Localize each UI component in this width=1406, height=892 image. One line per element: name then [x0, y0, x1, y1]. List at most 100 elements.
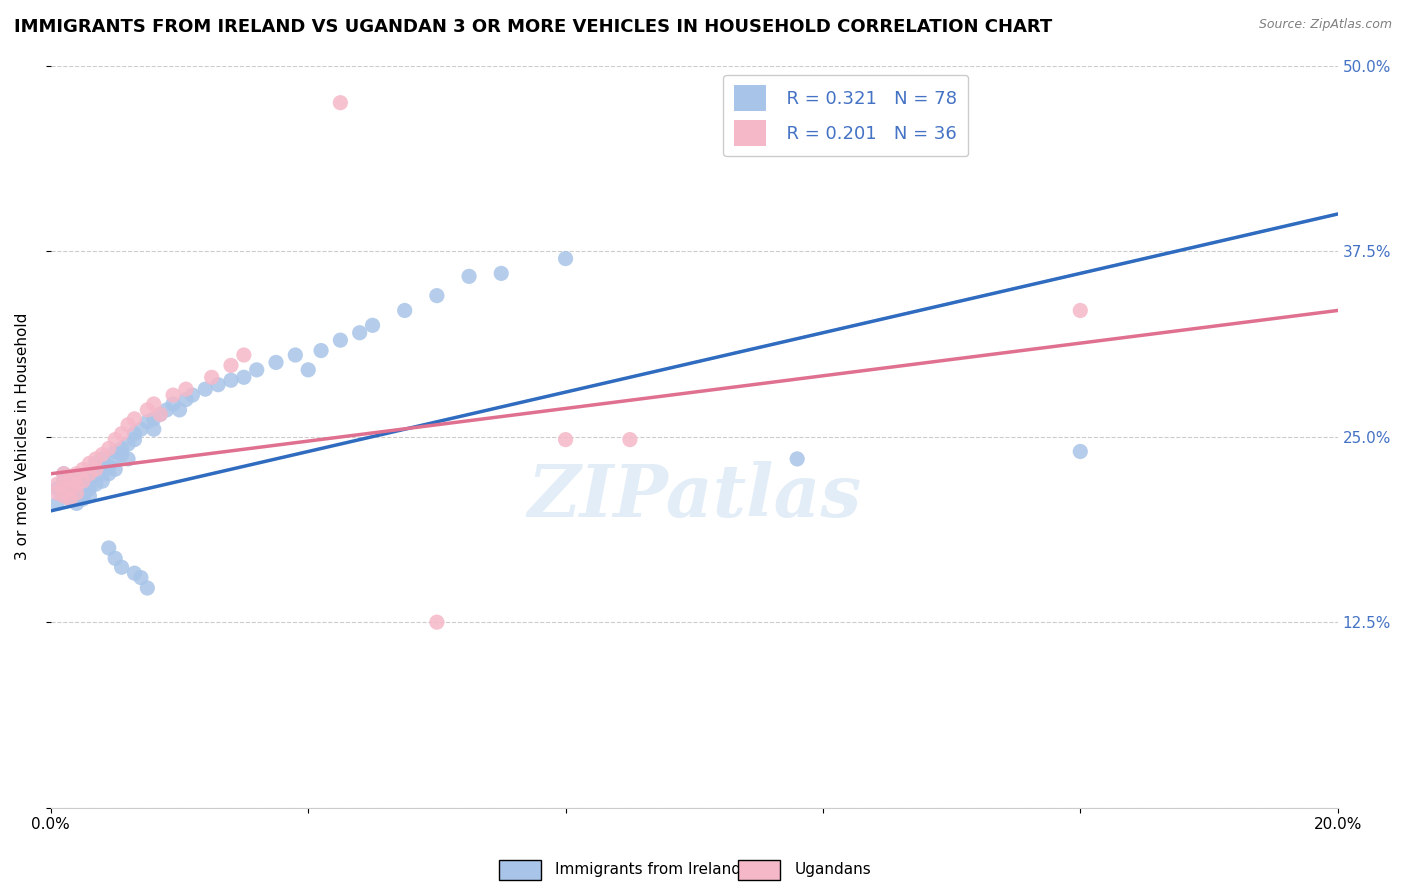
Point: [104, 451, 127, 466]
Point: [65, 477, 87, 491]
Text: Immigrants from Ireland: Immigrants from Ireland: [555, 863, 741, 877]
Point: [79, 467, 101, 481]
Point: [59, 489, 82, 503]
Point: [104, 444, 127, 458]
Point: [84, 462, 107, 476]
Point: [142, 422, 165, 436]
Point: [394, 303, 416, 318]
Point: [361, 318, 384, 333]
Point: [162, 397, 184, 411]
Point: [52, 489, 75, 503]
Point: [136, 403, 159, 417]
Point: [110, 560, 132, 574]
Point: [309, 343, 332, 358]
Point: [169, 403, 191, 417]
Point: [426, 615, 449, 629]
Point: [52, 477, 75, 491]
Point: [59, 482, 82, 496]
Point: [117, 437, 139, 451]
Point: [59, 482, 82, 496]
Point: [207, 377, 229, 392]
Point: [72, 462, 94, 476]
Point: [59, 491, 82, 506]
Point: [136, 415, 159, 429]
Point: [181, 388, 204, 402]
Point: [91, 467, 114, 481]
Point: [65, 482, 87, 496]
Point: [59, 471, 82, 485]
Point: [174, 392, 197, 407]
Point: [84, 462, 107, 476]
Point: [246, 363, 269, 377]
Point: [59, 477, 82, 491]
Point: [59, 471, 82, 485]
Point: [91, 451, 114, 466]
Point: [52, 474, 75, 488]
Point: [1069, 303, 1091, 318]
Point: [84, 451, 107, 466]
Point: [91, 459, 114, 474]
Point: [59, 491, 82, 506]
Point: [219, 359, 242, 373]
Point: [156, 403, 179, 417]
Point: [84, 477, 107, 491]
Point: [201, 370, 224, 384]
Point: [329, 95, 352, 110]
Point: [65, 467, 87, 481]
Point: [79, 474, 101, 488]
Point: [264, 355, 287, 369]
Point: [65, 486, 87, 500]
Point: [329, 333, 352, 347]
Point: [52, 474, 75, 488]
Point: [129, 571, 152, 585]
Point: [786, 451, 808, 466]
Point: [72, 482, 94, 496]
Point: [142, 412, 165, 426]
Point: [232, 370, 254, 384]
Point: [97, 467, 120, 481]
Text: ZIPatlas: ZIPatlas: [527, 460, 862, 532]
Point: [117, 417, 139, 432]
Point: [46, 496, 69, 510]
Point: [46, 486, 69, 500]
Point: [104, 433, 127, 447]
Point: [124, 566, 146, 581]
Point: [79, 482, 101, 496]
Point: [174, 382, 197, 396]
Point: [129, 422, 152, 436]
Legend:   R = 0.321   N = 78,   R = 0.201   N = 36: R = 0.321 N = 78, R = 0.201 N = 36: [723, 75, 969, 156]
Point: [91, 447, 114, 461]
Text: IMMIGRANTS FROM IRELAND VS UGANDAN 3 OR MORE VEHICLES IN HOUSEHOLD CORRELATION C: IMMIGRANTS FROM IRELAND VS UGANDAN 3 OR …: [14, 18, 1052, 36]
Point: [162, 388, 184, 402]
Point: [194, 382, 217, 396]
Point: [124, 426, 146, 441]
Point: [72, 471, 94, 485]
Point: [142, 397, 165, 411]
Point: [65, 477, 87, 491]
Point: [91, 474, 114, 488]
Point: [554, 252, 576, 266]
Point: [65, 486, 87, 500]
Point: [97, 442, 120, 456]
Text: Source: ZipAtlas.com: Source: ZipAtlas.com: [1258, 18, 1392, 31]
Point: [136, 581, 159, 595]
Point: [458, 269, 481, 284]
Point: [104, 462, 127, 476]
Point: [554, 433, 576, 447]
Point: [110, 442, 132, 456]
Point: [72, 491, 94, 506]
Point: [72, 474, 94, 488]
Point: [489, 266, 512, 280]
Point: [124, 433, 146, 447]
Point: [297, 363, 319, 377]
Point: [426, 288, 449, 302]
Point: [84, 456, 107, 470]
Point: [117, 451, 139, 466]
Point: [1069, 444, 1091, 458]
Point: [232, 348, 254, 362]
Point: [52, 482, 75, 496]
Point: [65, 496, 87, 510]
Point: [619, 433, 641, 447]
Point: [349, 326, 371, 340]
Y-axis label: 3 or more Vehicles in Household: 3 or more Vehicles in Household: [15, 313, 30, 560]
